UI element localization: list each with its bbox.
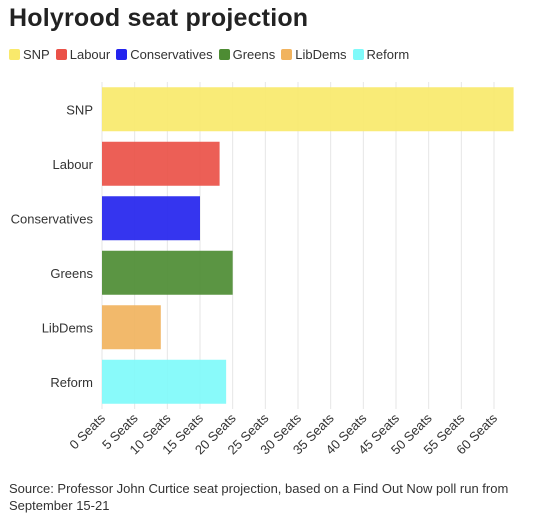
- legend-item-greens[interactable]: Greens: [218, 46, 276, 62]
- bar-libdems: [102, 305, 161, 350]
- legend-item-conservatives[interactable]: Conservatives: [116, 46, 213, 62]
- legend-item-reform[interactable]: Reform: [352, 46, 410, 62]
- legend-label: SNP: [23, 46, 50, 62]
- bar-chart: SNP Labour Conservatives Greens LibDems Refor…: [11, 82, 514, 457]
- legend-swatch: [116, 48, 128, 60]
- bar-labour: [102, 141, 220, 186]
- legend-swatch: [9, 48, 20, 60]
- legend-label: Greens: [232, 46, 276, 62]
- source-note: Source: Professor John Curtice seat proj…: [9, 481, 509, 513]
- legend-item-labour[interactable]: Labour: [55, 46, 111, 62]
- category-label-reform: Reform: [50, 375, 93, 390]
- legend-item-libdems[interactable]: LibDems: [281, 46, 347, 62]
- legend-label: Reform: [366, 46, 410, 62]
- category-label-labour: Labour: [53, 157, 94, 172]
- bar-conservatives: [102, 196, 200, 241]
- chart-title: Holyrood seat projection: [9, 4, 309, 32]
- legend: SNP Labour Conservatives Greens LibDems Refor…: [9, 46, 415, 62]
- category-label-conservatives: Conservatives: [11, 211, 94, 226]
- legend-swatch: [281, 48, 293, 60]
- bar-snp: [102, 87, 514, 132]
- legend-swatch: [55, 48, 67, 60]
- legend-label: Conservatives: [130, 46, 213, 62]
- legend-item-snp[interactable]: SNP: [9, 47, 50, 62]
- legend-swatch: [352, 48, 364, 60]
- legend-label: Labour: [69, 46, 111, 62]
- category-label-libdems: LibDems: [42, 320, 94, 335]
- category-label-greens: Greens: [50, 266, 93, 281]
- category-label-snp: SNP: [66, 102, 93, 117]
- bar-greens: [102, 250, 233, 295]
- legend-label: LibDems: [295, 46, 347, 62]
- bar-reform: [102, 359, 227, 404]
- legend-swatch: [218, 48, 230, 60]
